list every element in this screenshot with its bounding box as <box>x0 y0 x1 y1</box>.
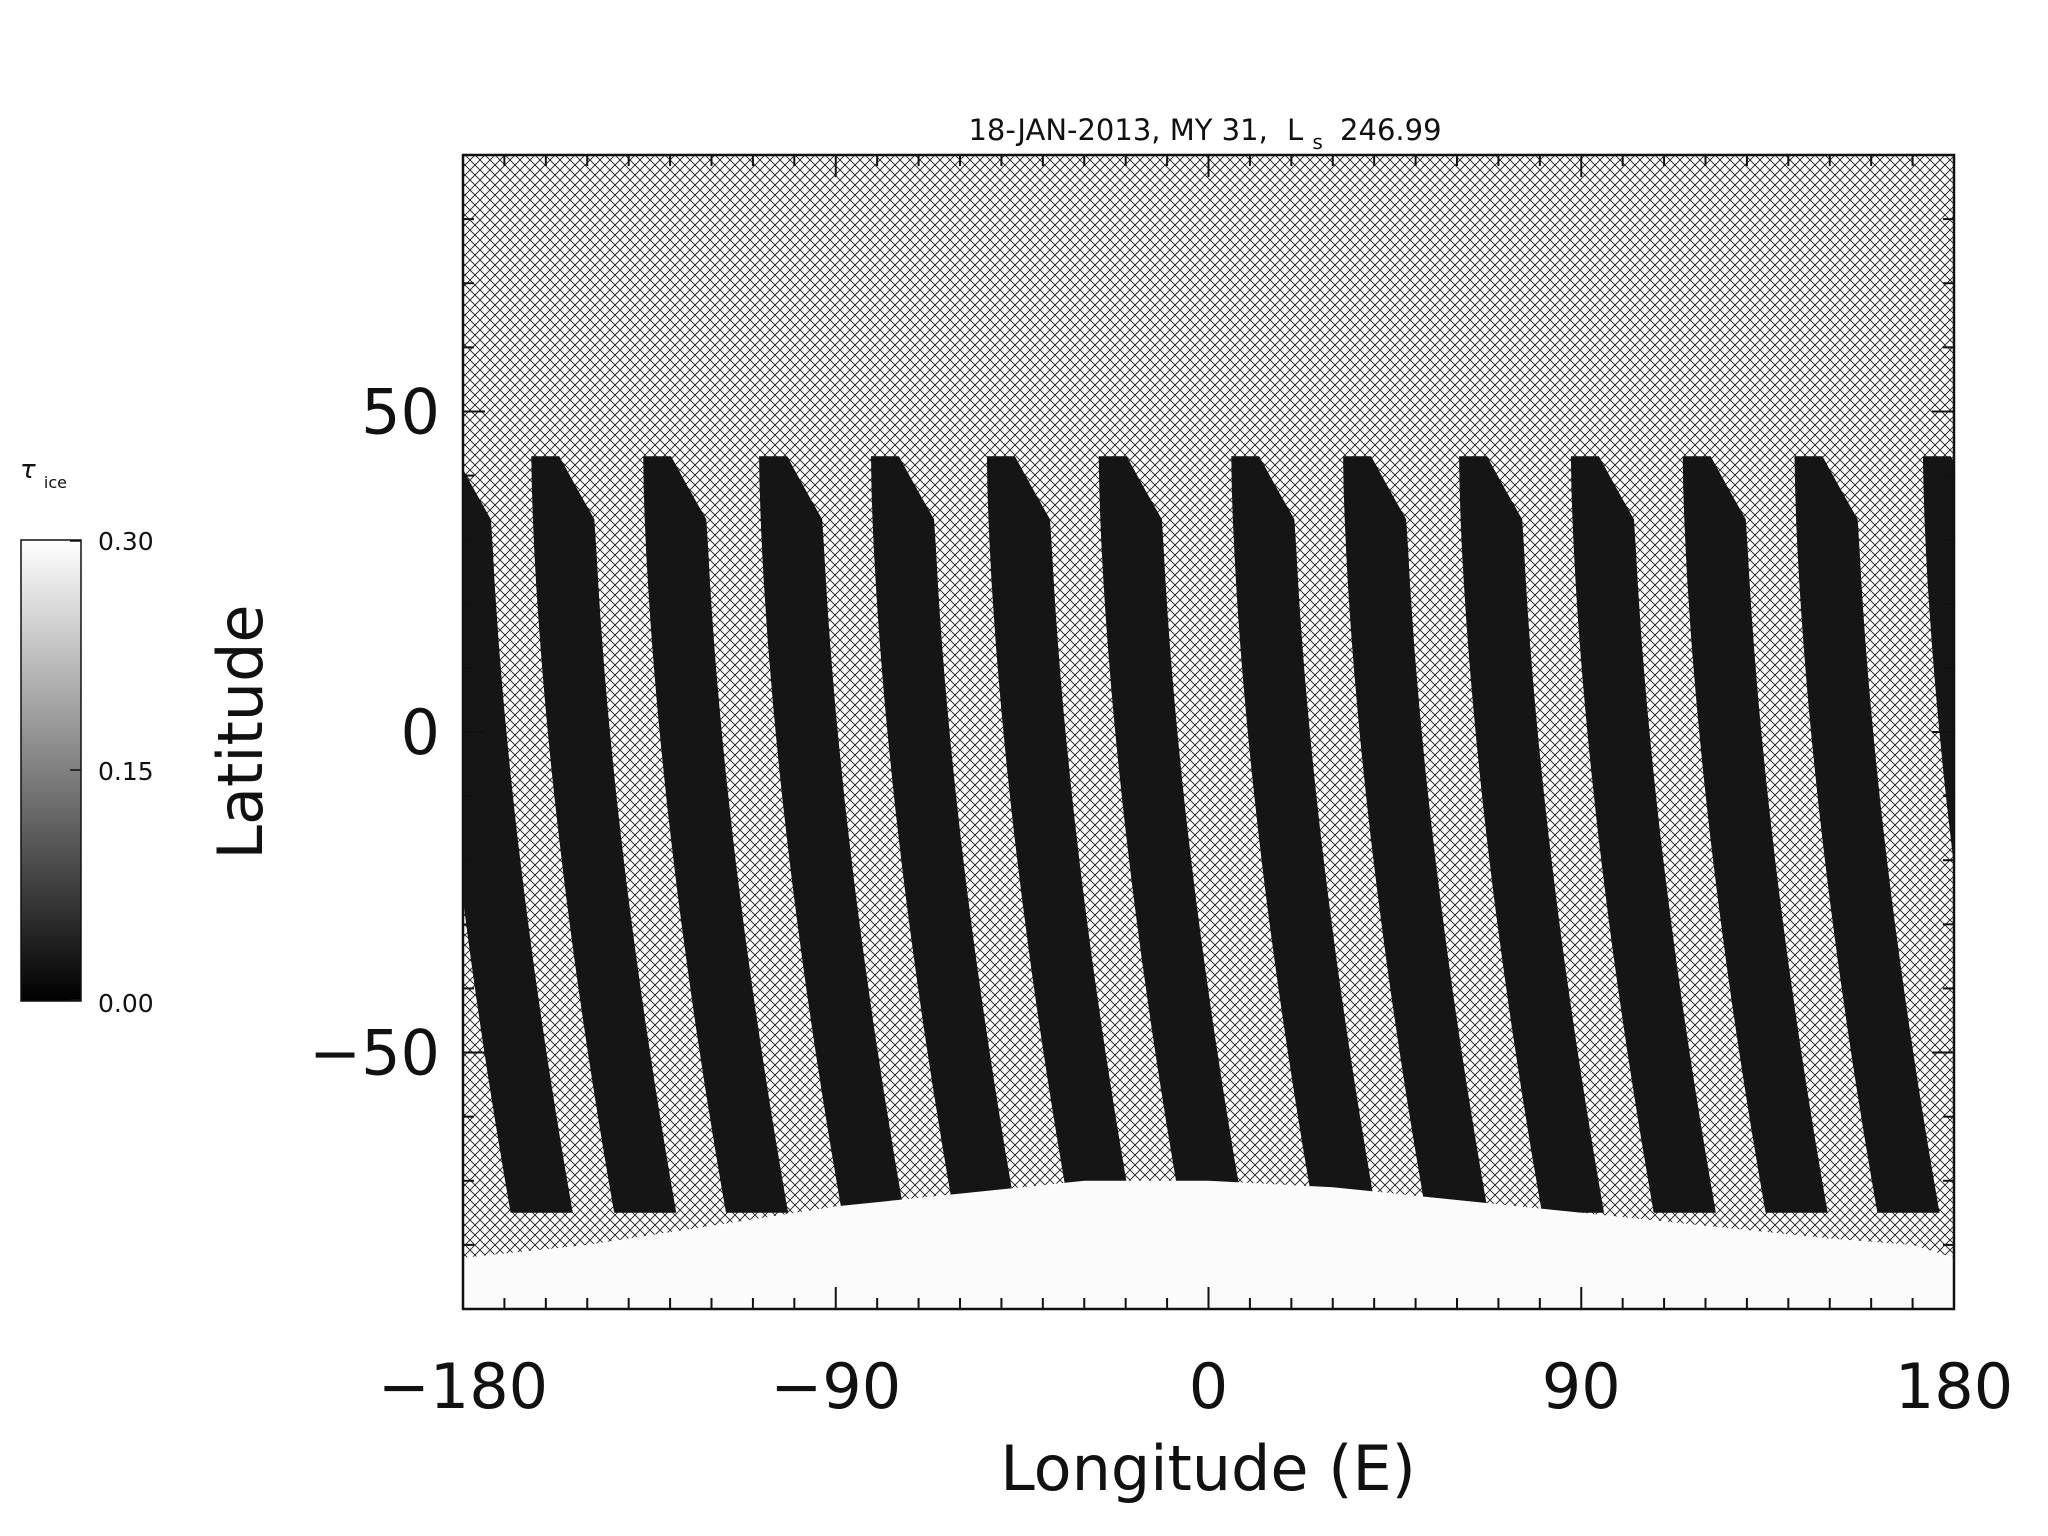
title-ls-subscript: s <box>1312 130 1322 154</box>
colorbar-symbol: τ <box>20 455 36 485</box>
chart-title: 18-JAN-2013, MY 31, L s 246.99 <box>968 113 1441 156</box>
y-axis-label: Latitude <box>204 604 277 859</box>
x-tick-label: 180 <box>1895 1350 2013 1423</box>
swath-13 <box>1794 456 1940 1213</box>
swath-3 <box>643 456 789 1213</box>
colorbar-mid-label: 0.15 <box>98 757 154 786</box>
y-tick-label: 0 <box>401 696 440 769</box>
swath-group <box>463 456 1954 1213</box>
colorbar-subscript: ice <box>44 473 67 492</box>
y-tick-label: 50 <box>361 375 440 448</box>
x-tick-label: 90 <box>1542 1350 1621 1423</box>
title-ls-value: 246.99 <box>1340 113 1441 147</box>
x-tick-label: −90 <box>770 1350 901 1423</box>
x-tick-label: 0 <box>1189 1350 1228 1423</box>
colorbar: τ ice 0.30 0.15 0.00 <box>20 455 154 1018</box>
title-ls-symbol: L <box>1287 113 1303 147</box>
swath-2 <box>531 456 677 1213</box>
polar-cap-group <box>463 1180 1954 1309</box>
colorbar-max-label: 0.30 <box>98 527 154 556</box>
x-tick-label: −180 <box>378 1350 548 1423</box>
swath-4 <box>759 456 905 1213</box>
swath-8 <box>1231 456 1377 1213</box>
x-axis-label: Longitude (E) <box>1000 1432 1416 1505</box>
colorbar-min-label: 0.00 <box>98 989 154 1018</box>
swath-11 <box>1570 456 1716 1213</box>
swath-14 <box>1922 456 1954 867</box>
y-tick-label: −50 <box>309 1017 440 1090</box>
colorbar-title: τ ice <box>20 455 67 492</box>
swath-1 <box>463 469 573 1213</box>
title-date: 18-JAN-2013, MY 31, <box>968 113 1267 147</box>
swath-10 <box>1459 456 1604 1213</box>
swath-12 <box>1682 456 1828 1213</box>
swath-6 <box>986 456 1132 1213</box>
tick-group: −180 −90 0 90 180 −50 0 50 <box>309 154 2013 1423</box>
swath-5 <box>871 456 1016 1213</box>
swath-7 <box>1098 456 1244 1213</box>
polar-cap <box>463 1180 1954 1309</box>
swath-9 <box>1343 456 1489 1213</box>
plot-area <box>463 155 1954 1309</box>
